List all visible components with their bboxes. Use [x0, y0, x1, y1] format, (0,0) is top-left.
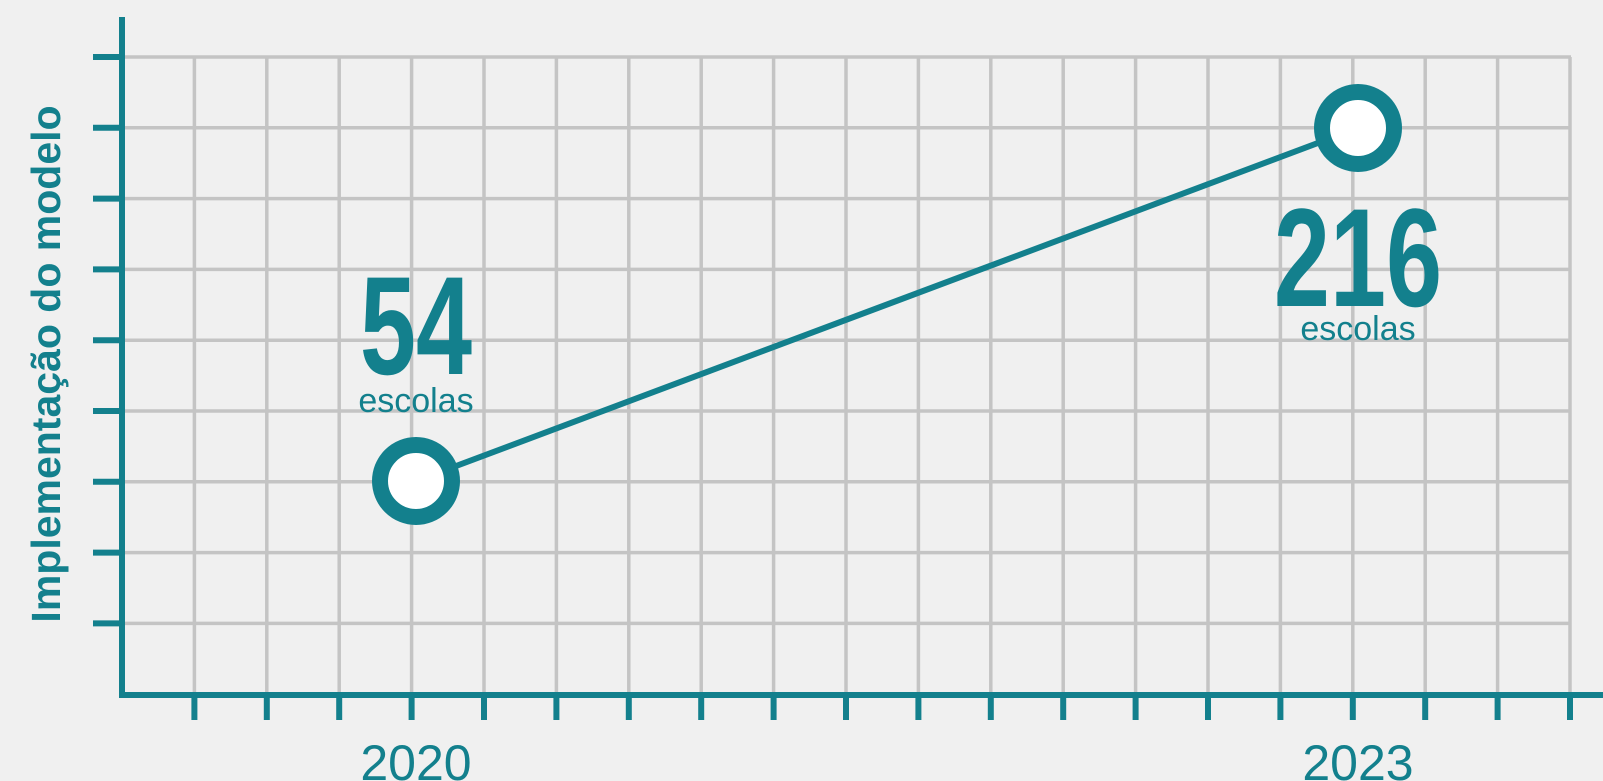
y-axis-label: Implementação do modelo [23, 105, 69, 622]
grid [122, 55, 1572, 695]
axes [93, 17, 1603, 720]
data-label-unit: escolas [358, 382, 473, 420]
data-label-value: 216 [1274, 180, 1442, 336]
x-tick-labels: 2020 2023 [360, 735, 1413, 781]
data-label-unit: escolas [1300, 310, 1415, 348]
data-point-marker [372, 437, 460, 525]
data-point-marker [1314, 84, 1402, 172]
x-tick-label: 2023 [1302, 735, 1413, 781]
series-line [414, 125, 1360, 484]
data-label-value: 54 [360, 248, 472, 404]
x-tick-label: 2020 [360, 735, 471, 781]
